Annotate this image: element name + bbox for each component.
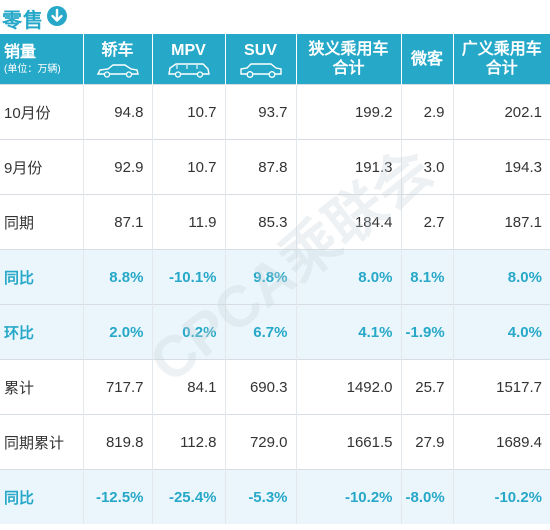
page-title: 零售 <box>2 10 44 32</box>
column-header-narrow-total: 狭义乘用车 合计 <box>295 34 401 85</box>
table-cell: 191.3 <box>295 139 401 195</box>
table-header-row: 销量 (单位：万辆) 轿车 MPV <box>0 34 550 85</box>
table-cell: 6.7% <box>224 304 296 360</box>
column-header-label: 轿车 <box>101 41 134 59</box>
table-cell: 84.1 <box>151 359 225 415</box>
row-label: 同比 <box>0 469 83 524</box>
table-cell: 87.8 <box>224 139 296 195</box>
table-cell: 9.8% <box>224 249 296 305</box>
table-cell: -10.1% <box>151 249 225 305</box>
table-cell: 1661.5 <box>295 414 401 470</box>
table-cell: 1689.4 <box>452 414 550 470</box>
column-header-sedan: 轿车 <box>82 34 152 85</box>
table-row: 同期 87.1 11.9 85.3 184.4 2.7 187.1 <box>0 194 550 250</box>
table-cell: 2.0% <box>82 304 152 360</box>
table-cell: 8.0% <box>452 249 550 305</box>
table-cell: 0.2% <box>151 304 225 360</box>
suv-icon <box>239 62 282 78</box>
column-header-label: MPV <box>171 41 206 59</box>
table-cell: 94.8 <box>82 84 152 140</box>
table-cell: -8.0% <box>400 469 453 524</box>
table-cell: 199.2 <box>295 84 401 140</box>
table-cell: 8.0% <box>295 249 401 305</box>
column-header-broad-total: 广义乘用车 合计 <box>452 34 550 85</box>
table-cell: -1.9% <box>400 304 453 360</box>
table-cell: 92.9 <box>82 139 152 195</box>
table-cell: 819.8 <box>82 414 152 470</box>
table-row: 环比 2.0% 0.2% 6.7% 4.1% -1.9% 4.0% <box>0 304 550 360</box>
row-label: 同期 <box>0 194 83 250</box>
table-cell: 27.9 <box>400 414 453 470</box>
table-cell: 187.1 <box>452 194 550 250</box>
table-cell: 4.0% <box>452 304 550 360</box>
row-label: 同期累计 <box>0 414 83 470</box>
table-cell: 11.9 <box>151 194 225 250</box>
column-header-mpv: MPV <box>151 34 225 85</box>
header-rowlabel: 销量 (单位：万辆) <box>0 34 83 85</box>
table-cell: 112.8 <box>151 414 225 470</box>
table-cell: 93.7 <box>224 84 296 140</box>
table-cell: -5.3% <box>224 469 296 524</box>
table-cell: 3.0 <box>400 139 453 195</box>
row-label: 累计 <box>0 359 83 415</box>
table-cell: 85.3 <box>224 194 296 250</box>
table-row: 同期累计 819.8 112.8 729.0 1661.5 27.9 1689.4 <box>0 414 550 470</box>
table-cell: 1517.7 <box>452 359 550 415</box>
table-cell: 1492.0 <box>295 359 401 415</box>
down-arrow-circle-icon <box>47 6 67 26</box>
table-cell: 10.7 <box>151 139 225 195</box>
column-header-suv: SUV <box>224 34 296 85</box>
row-label: 环比 <box>0 304 83 360</box>
table-cell: 2.9 <box>400 84 453 140</box>
row-label: 同比 <box>0 249 83 305</box>
column-header-minivan: 微客 <box>400 34 453 85</box>
table-cell: -10.2% <box>295 469 401 524</box>
table-row: 10月份 94.8 10.7 93.7 199.2 2.9 202.1 <box>0 84 550 140</box>
table-cell: 8.1% <box>400 249 453 305</box>
table-cell: 194.3 <box>452 139 550 195</box>
table-cell: 717.7 <box>82 359 152 415</box>
row-label: 10月份 <box>0 84 83 140</box>
row-label: 9月份 <box>0 139 83 195</box>
sedan-icon <box>96 63 139 78</box>
header-unit: (单位：万辆) <box>4 63 61 75</box>
table-cell: 87.1 <box>82 194 152 250</box>
table-row: 同比 -12.5% -25.4% -5.3% -10.2% -8.0% -10.2% <box>0 469 550 524</box>
table-cell: 184.4 <box>295 194 401 250</box>
table-cell: -12.5% <box>82 469 152 524</box>
table-cell: 202.1 <box>452 84 550 140</box>
column-header-label: SUV <box>244 41 277 59</box>
table-cell: 8.8% <box>82 249 152 305</box>
table-row: 同比 8.8% -10.1% 9.8% 8.0% 8.1% 8.0% <box>0 249 550 305</box>
table-row: 9月份 92.9 10.7 87.8 191.3 3.0 194.3 <box>0 139 550 195</box>
header-rowlabel-text: 销量 <box>4 43 37 61</box>
mpv-icon <box>167 62 210 78</box>
table-cell: 25.7 <box>400 359 453 415</box>
title-bar: 零售 <box>0 0 550 34</box>
table-cell: 10.7 <box>151 84 225 140</box>
table-cell: -25.4% <box>151 469 225 524</box>
table-cell: 690.3 <box>224 359 296 415</box>
table-row: 累计 717.7 84.1 690.3 1492.0 25.7 1517.7 <box>0 359 550 415</box>
table-cell: 729.0 <box>224 414 296 470</box>
table-cell: -10.2% <box>452 469 550 524</box>
sales-table: 销量 (单位：万辆) 轿车 MPV <box>0 34 550 524</box>
table-cell: 4.1% <box>295 304 401 360</box>
table-cell: 2.7 <box>400 194 453 250</box>
